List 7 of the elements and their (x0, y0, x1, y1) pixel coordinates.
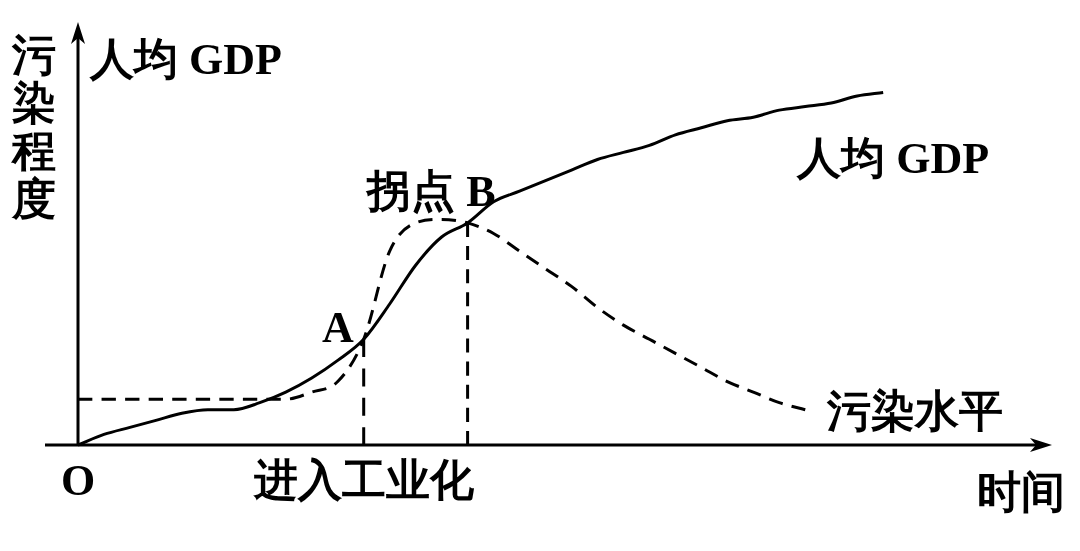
x-tick-label: O (60, 456, 96, 505)
annotation: A (321, 303, 354, 353)
ylabel: 污染程度 (12, 31, 56, 224)
annotation: 人均 GDP (90, 35, 282, 84)
x-tick-label: 进入工业化 (253, 456, 474, 505)
annotation: 拐点 B (367, 166, 496, 216)
xlabel: 时间 (977, 468, 1065, 517)
